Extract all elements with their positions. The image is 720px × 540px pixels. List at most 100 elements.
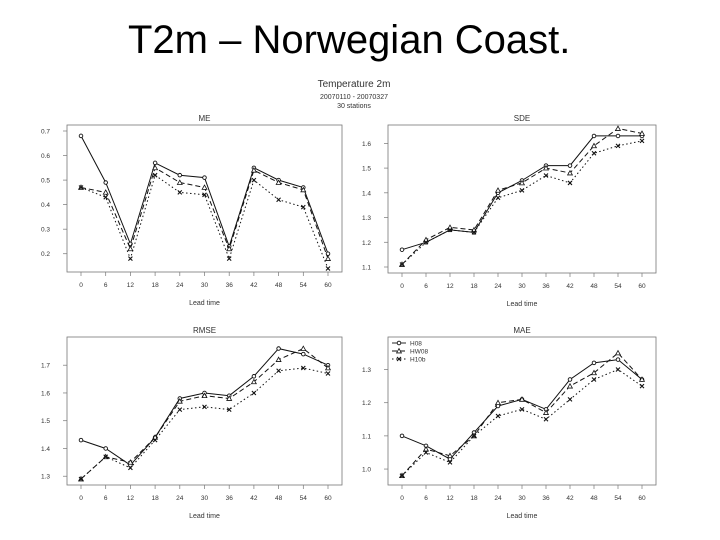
slide-title: T2m – Norwegian Coast.	[128, 18, 571, 62]
data-point	[226, 256, 232, 262]
series-hw08	[77, 164, 332, 261]
series-hw08	[77, 345, 332, 482]
y-tick-label: 1.5	[41, 418, 50, 425]
x-tick-label: 18	[151, 495, 159, 502]
data-point	[177, 407, 183, 413]
data-point	[591, 360, 597, 366]
x-tick-label: 18	[470, 283, 478, 290]
data-point	[251, 177, 257, 183]
x-tick-label: 42	[250, 282, 258, 289]
data-point	[324, 364, 332, 371]
data-point	[226, 395, 233, 401]
x-tick-label: 12	[127, 495, 135, 502]
panel-title: MAE	[513, 326, 530, 335]
data-point	[543, 173, 549, 178]
series-h10b	[78, 365, 331, 482]
x-tick-label: 60	[638, 283, 646, 290]
x-tick-label: 6	[104, 282, 108, 289]
x-axis-label: Lead time	[507, 301, 538, 308]
series-line	[401, 127, 643, 265]
data-point	[202, 404, 207, 410]
data-point	[202, 175, 207, 180]
series-hw08	[398, 125, 646, 267]
x-tick-label: 0	[400, 495, 404, 502]
y-tick-label: 1.2	[362, 240, 371, 247]
data-point	[591, 150, 597, 156]
data-point	[325, 266, 331, 271]
legend-label: H10b	[410, 357, 426, 364]
data-point	[202, 192, 207, 198]
data-point	[127, 245, 134, 252]
y-tick-label: 1.3	[362, 215, 371, 222]
data-point	[275, 356, 282, 362]
x-tick-label: 54	[300, 495, 308, 502]
x-tick-label: 6	[424, 283, 428, 290]
data-point	[276, 346, 281, 351]
x-tick-label: 24	[494, 283, 502, 290]
legend-marker	[395, 347, 403, 354]
series-line	[401, 368, 643, 477]
data-point	[614, 349, 622, 356]
data-point	[615, 143, 621, 149]
series-h08	[78, 133, 331, 256]
data-point	[399, 473, 405, 479]
series-h08	[399, 133, 645, 252]
data-point	[495, 195, 501, 201]
data-point	[567, 163, 573, 168]
x-axis-label: Lead time	[507, 513, 538, 520]
data-point	[176, 179, 183, 185]
x-tick-label: 18	[151, 282, 159, 289]
data-point	[590, 142, 598, 149]
panel-title: ME	[199, 114, 211, 123]
data-point	[399, 262, 405, 267]
x-tick-label: 0	[79, 282, 83, 289]
x-tick-label: 0	[79, 495, 83, 502]
x-tick-label: 60	[324, 282, 332, 289]
data-point	[615, 367, 621, 372]
data-point	[422, 445, 430, 452]
data-point	[615, 357, 621, 362]
data-point	[128, 465, 133, 471]
data-point	[103, 454, 109, 460]
y-tick-label: 0.2	[41, 251, 50, 258]
x-tick-label: 12	[127, 282, 135, 289]
data-point	[226, 245, 233, 252]
series-line	[401, 140, 643, 265]
data-point	[250, 167, 257, 173]
y-tick-label: 1.0	[362, 467, 371, 474]
x-tick-label: 36	[542, 495, 550, 502]
x-tick-label: 6	[424, 495, 428, 502]
data-point	[251, 374, 257, 379]
x-tick-label: 48	[275, 282, 283, 289]
data-point	[518, 179, 526, 186]
y-tick-label: 1.4	[362, 190, 371, 197]
series-h10b	[78, 172, 331, 271]
x-tick-label: 42	[250, 495, 258, 502]
data-point	[399, 247, 405, 252]
x-tick-label: 12	[446, 283, 454, 290]
data-point	[543, 416, 549, 422]
x-tick-label: 60	[324, 495, 332, 502]
data-point	[566, 382, 574, 389]
data-point	[103, 180, 108, 185]
x-axis-label: Lead time	[189, 300, 220, 307]
data-point	[447, 460, 453, 465]
data-point	[78, 185, 84, 190]
x-tick-label: 54	[614, 495, 622, 502]
x-axis-label: Lead time	[189, 513, 220, 520]
data-point	[127, 459, 134, 465]
data-point	[542, 164, 550, 171]
data-point	[275, 179, 282, 185]
figure-title: Temperature 2m	[318, 79, 391, 90]
data-point	[447, 227, 453, 233]
x-tick-label: 54	[614, 283, 622, 290]
plot-frame	[66, 124, 343, 273]
data-point	[324, 255, 332, 261]
x-tick-label: 42	[566, 495, 574, 502]
x-tick-label: 36	[542, 283, 550, 290]
data-point	[177, 189, 183, 195]
data-point	[78, 437, 84, 443]
data-point	[276, 197, 281, 203]
